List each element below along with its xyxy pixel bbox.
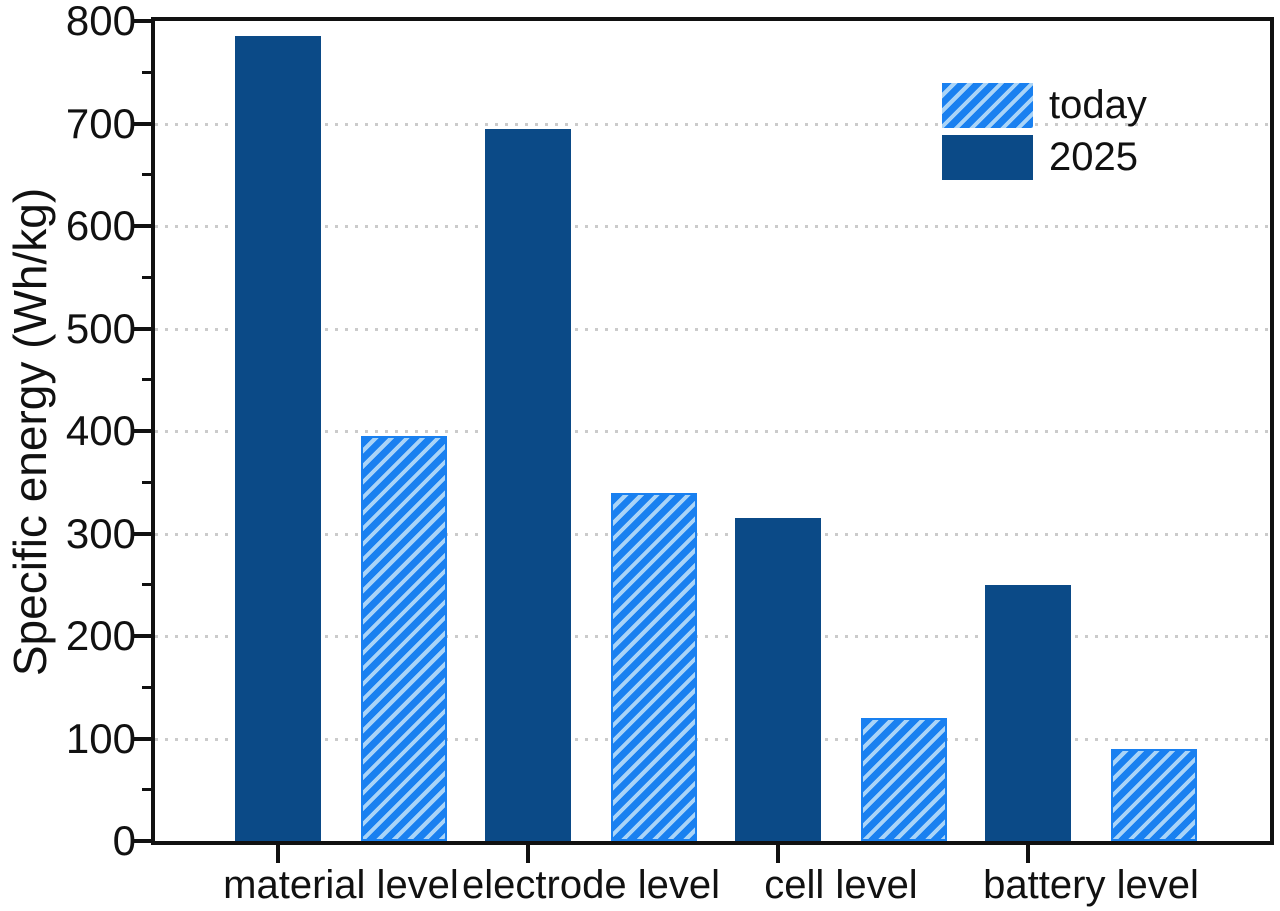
bar-today-battery-level bbox=[1111, 749, 1197, 841]
bar-today-cell-level bbox=[861, 718, 947, 841]
y-minor-tick-150 bbox=[142, 685, 151, 689]
y-tick-label-500: 500 bbox=[65, 304, 136, 352]
y-major-tick-700 bbox=[134, 121, 151, 126]
x-tick-electrode-level bbox=[526, 845, 530, 863]
y-major-tick-100 bbox=[134, 736, 151, 741]
y-tick-label-700: 700 bbox=[65, 99, 136, 147]
y-major-tick-0 bbox=[134, 839, 151, 843]
legend-swatch-today bbox=[942, 83, 1033, 128]
gridline-100 bbox=[155, 737, 1270, 741]
y-minor-tick-750 bbox=[142, 70, 151, 74]
legend-label-2025: 2025 bbox=[1049, 135, 1138, 179]
x-tick-cell-level bbox=[776, 845, 780, 863]
y-major-tick-600 bbox=[134, 224, 151, 228]
y-minor-tick-550 bbox=[142, 275, 151, 279]
x-category-label-cell-level: cell level bbox=[764, 863, 918, 907]
gridline-700 bbox=[155, 122, 1270, 126]
legend-item-today: today bbox=[942, 83, 1147, 128]
bar-2025-electrode-level bbox=[485, 129, 571, 841]
x-category-label-electrode-level: electrode level bbox=[462, 863, 720, 907]
y-minor-tick-650 bbox=[142, 173, 151, 177]
y-minor-tick-50 bbox=[142, 788, 151, 792]
legend-swatch-2025 bbox=[942, 135, 1033, 180]
y-minor-tick-450 bbox=[142, 378, 151, 382]
y-tick-label-400: 400 bbox=[65, 407, 136, 454]
y-minor-tick-250 bbox=[142, 583, 151, 587]
y-tick-label-600: 600 bbox=[65, 202, 136, 249]
y-major-tick-500 bbox=[134, 326, 151, 331]
gridline-400 bbox=[155, 430, 1270, 433]
legend-label-today: today bbox=[1049, 83, 1147, 127]
gridline-200 bbox=[155, 635, 1270, 638]
x-tick-battery-level bbox=[1026, 845, 1030, 863]
bar-2025-battery-level bbox=[985, 585, 1071, 841]
y-major-tick-300 bbox=[134, 531, 151, 536]
gridline-500 bbox=[155, 327, 1270, 331]
gridline-300 bbox=[155, 532, 1270, 536]
y-major-tick-800 bbox=[134, 19, 151, 23]
gridline-600 bbox=[155, 225, 1270, 228]
y-tick-label-800: 800 bbox=[65, 0, 136, 44]
x-category-label-material-level: material level bbox=[223, 863, 459, 907]
bar-2025-material-level bbox=[235, 36, 321, 841]
bar-today-material-level bbox=[361, 436, 447, 841]
plot-area bbox=[151, 17, 1274, 845]
y-tick-label-200: 200 bbox=[65, 612, 136, 659]
x-tick-material-level bbox=[276, 845, 280, 863]
y-tick-label-100: 100 bbox=[65, 714, 136, 762]
y-major-tick-200 bbox=[134, 634, 151, 638]
y-minor-tick-350 bbox=[142, 480, 151, 484]
legend-item-2025: 2025 bbox=[942, 135, 1138, 180]
bar-today-electrode-level bbox=[611, 493, 697, 841]
bar-2025-cell-level bbox=[735, 518, 821, 841]
y-tick-label-0: 0 bbox=[112, 817, 136, 864]
y-major-tick-400 bbox=[134, 429, 151, 433]
x-category-label-battery-level: battery level bbox=[983, 863, 1199, 907]
y-tick-label-300: 300 bbox=[65, 509, 136, 557]
